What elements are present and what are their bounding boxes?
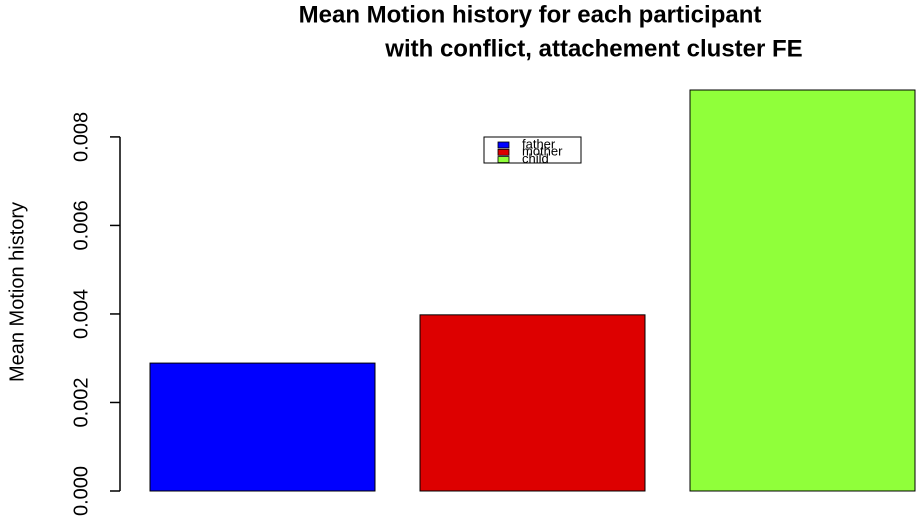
y-tick-label: 0.004 [70,289,92,339]
legend-label: child [522,151,549,166]
bar [419,314,646,492]
bar [689,89,916,492]
legend-swatch [497,141,510,149]
legend-label: father [522,136,556,151]
legend-label: mother [522,144,563,159]
y-tick-label: 0.002 [70,377,92,427]
legend-swatch [497,148,510,156]
legend-swatch [497,156,510,164]
chart-title: with conflict, attachement cluster FE [384,35,802,62]
bar [149,362,376,492]
y-tick-label: 0.000 [70,466,92,516]
y-axis-label: Mean Motion history [6,202,28,382]
y-tick-label: 0.008 [70,112,92,162]
chart-title: Mean Motion history for each participant [299,1,762,28]
y-tick-label: 0.006 [70,200,92,250]
